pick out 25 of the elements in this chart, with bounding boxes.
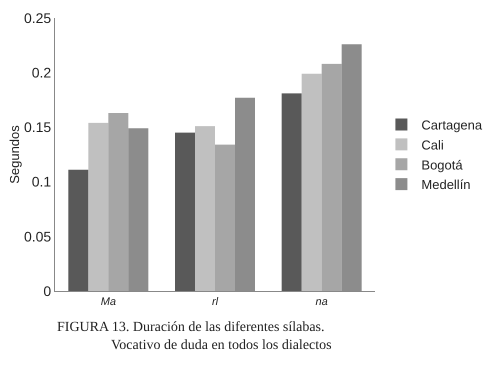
bar	[215, 144, 235, 291]
y-axis-title: Segundos	[6, 124, 22, 184]
bar	[68, 170, 88, 291]
y-tick-label: 0	[43, 282, 52, 299]
bar	[282, 93, 302, 291]
bar	[195, 126, 215, 291]
bar	[108, 113, 128, 291]
y-tick-label: 0.1	[32, 174, 52, 190]
bar	[88, 122, 108, 291]
text: FIGURA 13. Duración de las diferentes sílabas.	[57, 320, 324, 335]
x-tick-label: rl	[212, 296, 219, 308]
bar	[322, 64, 342, 291]
y-tick-label: 0.05	[24, 228, 52, 244]
x-tick-label: Ma	[100, 296, 116, 308]
legend-label: Bogotá	[421, 157, 464, 172]
text: Vocativo de duda en todos los dialectos	[111, 338, 332, 353]
x-tick-label: na	[316, 296, 328, 308]
y-tick-label: 0.15	[24, 119, 52, 136]
legend-label: Cartagena	[421, 118, 483, 133]
legend-label: Cali	[421, 137, 444, 152]
y-tick-label: 0.25	[24, 10, 52, 26]
bar	[302, 74, 322, 291]
y-tick-label: 0.2	[32, 64, 52, 80]
bar	[175, 132, 195, 291]
legend-label: Medellín	[421, 177, 471, 192]
